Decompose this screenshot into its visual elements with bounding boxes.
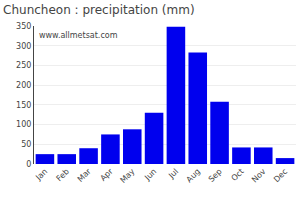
svg-text:0: 0	[26, 160, 31, 169]
svg-text:Apr: Apr	[99, 166, 116, 183]
svg-text:Aug: Aug	[185, 167, 202, 184]
svg-text:May: May	[118, 167, 136, 185]
svg-text:Sep: Sep	[207, 167, 224, 184]
svg-text:Jan: Jan	[33, 167, 49, 183]
svg-text:250: 250	[16, 61, 31, 70]
svg-text:200: 200	[16, 81, 31, 90]
svg-text:300: 300	[16, 42, 31, 51]
svg-text:Nov: Nov	[250, 167, 268, 185]
svg-text:Jul: Jul	[166, 167, 180, 181]
svg-text:100: 100	[16, 120, 31, 129]
svg-text:Feb: Feb	[55, 167, 71, 183]
svg-text:Mar: Mar	[76, 166, 94, 184]
svg-text:50: 50	[21, 140, 31, 149]
svg-text:Chuncheon : precipitation (mm): Chuncheon : precipitation (mm)	[3, 3, 195, 17]
svg-text:Dec: Dec	[272, 167, 289, 184]
svg-text:www.allmetsat.com: www.allmetsat.com	[39, 31, 118, 40]
svg-text:350: 350	[16, 22, 31, 31]
svg-text:Oct: Oct	[230, 167, 246, 183]
svg-text:Jun: Jun	[142, 167, 158, 183]
svg-text:150: 150	[16, 101, 31, 110]
